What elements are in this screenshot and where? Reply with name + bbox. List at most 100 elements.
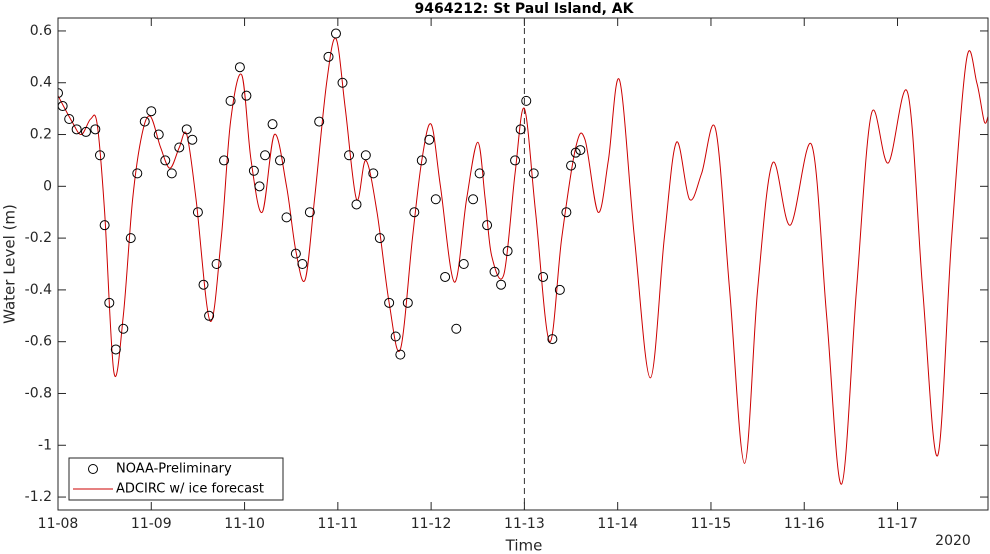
year-label: 2020 [935, 533, 971, 549]
observation-point [241, 90, 252, 101]
observation-point [64, 113, 75, 124]
observation-point [297, 259, 308, 269]
observation-point [575, 145, 586, 156]
observation-point [248, 165, 259, 176]
y-tick-label: -1.2 [25, 489, 52, 505]
observation-point [174, 142, 185, 153]
observation-point [90, 124, 101, 135]
y-tick-label: 0 [43, 178, 52, 194]
x-tick-label: 11-09 [131, 516, 172, 532]
y-tick-label: -1 [38, 437, 52, 453]
observation-point [409, 207, 420, 218]
x-axis-label: Time [505, 537, 543, 554]
x-tick-label: 11-08 [38, 516, 79, 532]
observation-point [304, 207, 315, 218]
observation-point [71, 124, 82, 135]
observation-point [344, 150, 355, 161]
observation-point [234, 62, 245, 73]
x-tick-label: 11-13 [504, 516, 545, 532]
observation-point [181, 124, 192, 135]
x-tick-label: 11-14 [597, 516, 638, 532]
observation-point [368, 168, 379, 179]
observation-point [192, 207, 203, 218]
observation-point [225, 95, 236, 106]
legend-label: NOAA-Preliminary [116, 462, 232, 477]
observation-point [160, 155, 171, 166]
observation-point [384, 297, 395, 308]
observation-point [99, 220, 110, 231]
observation-point [395, 349, 406, 360]
observation-point [125, 233, 136, 244]
observation-point [528, 168, 539, 179]
observation-point [416, 155, 427, 166]
model-line [58, 37, 988, 485]
observation-point [211, 259, 222, 269]
observation-point [330, 28, 341, 39]
x-tick-label: 11-17 [877, 516, 918, 532]
observation-point [198, 279, 209, 290]
axes-box [57, 17, 989, 511]
y-axis-label: Water Level (m) [1, 204, 19, 324]
x-tick-label: 11-11 [317, 516, 358, 532]
x-tick-label: 11-12 [411, 516, 452, 532]
x-tick-label: 11-15 [691, 516, 732, 532]
x-tick-label: 11-16 [784, 516, 825, 532]
observation-point [570, 147, 581, 158]
observation-point [219, 155, 230, 166]
observation-point [521, 95, 532, 106]
observation-point [204, 310, 215, 321]
observation-point [314, 116, 325, 127]
observation-point [187, 134, 198, 145]
y-tick-label: 0.2 [30, 127, 52, 143]
observation-point [58, 88, 63, 99]
observation-point [458, 259, 469, 269]
observation-point [110, 344, 121, 355]
legend-label: ADCIRC w/ ice forecast [116, 482, 264, 497]
observation-point [80, 126, 91, 137]
observation-point [104, 297, 115, 308]
y-tick-label: -0.8 [25, 385, 52, 401]
x-tick-label: 11-10 [224, 516, 265, 532]
observation-point [254, 181, 265, 192]
observation-point [515, 124, 526, 135]
observation-point [554, 284, 565, 295]
observation-point [468, 194, 479, 205]
y-tick-label: -0.2 [25, 230, 52, 246]
observation-point [496, 279, 507, 290]
observation-point [146, 106, 157, 117]
observation-point [502, 246, 513, 257]
chart-title: 9464212: St Paul Island, AK [415, 1, 635, 17]
observation-point [474, 168, 485, 179]
observation-point [94, 150, 105, 161]
observation-point [482, 220, 493, 231]
legend-marker [88, 464, 98, 474]
observation-point [402, 297, 413, 308]
observation-point [260, 150, 271, 161]
y-tick-label: 0.4 [30, 75, 52, 91]
observation-point [139, 116, 150, 127]
observation-point [267, 119, 278, 130]
observation-point [153, 129, 164, 140]
observation-point [374, 233, 385, 244]
observation-point [510, 155, 521, 166]
legend-box [68, 457, 284, 501]
observation-point [430, 194, 441, 205]
observation-point [351, 199, 362, 210]
observation-point [424, 134, 435, 145]
observation-point [390, 331, 401, 342]
y-tick-label: 0.6 [30, 23, 52, 39]
observation-point [118, 323, 129, 334]
y-tick-label: -0.6 [25, 334, 52, 350]
observation-point [337, 77, 348, 88]
observation-point [132, 168, 143, 179]
observation-point [451, 323, 462, 334]
y-tick-label: -0.4 [25, 282, 52, 298]
observation-point [323, 51, 334, 62]
observation-point [547, 334, 558, 345]
observation-point [561, 207, 572, 218]
observation-point [166, 168, 177, 179]
plot-area [58, 28, 988, 485]
observation-point [360, 150, 371, 161]
